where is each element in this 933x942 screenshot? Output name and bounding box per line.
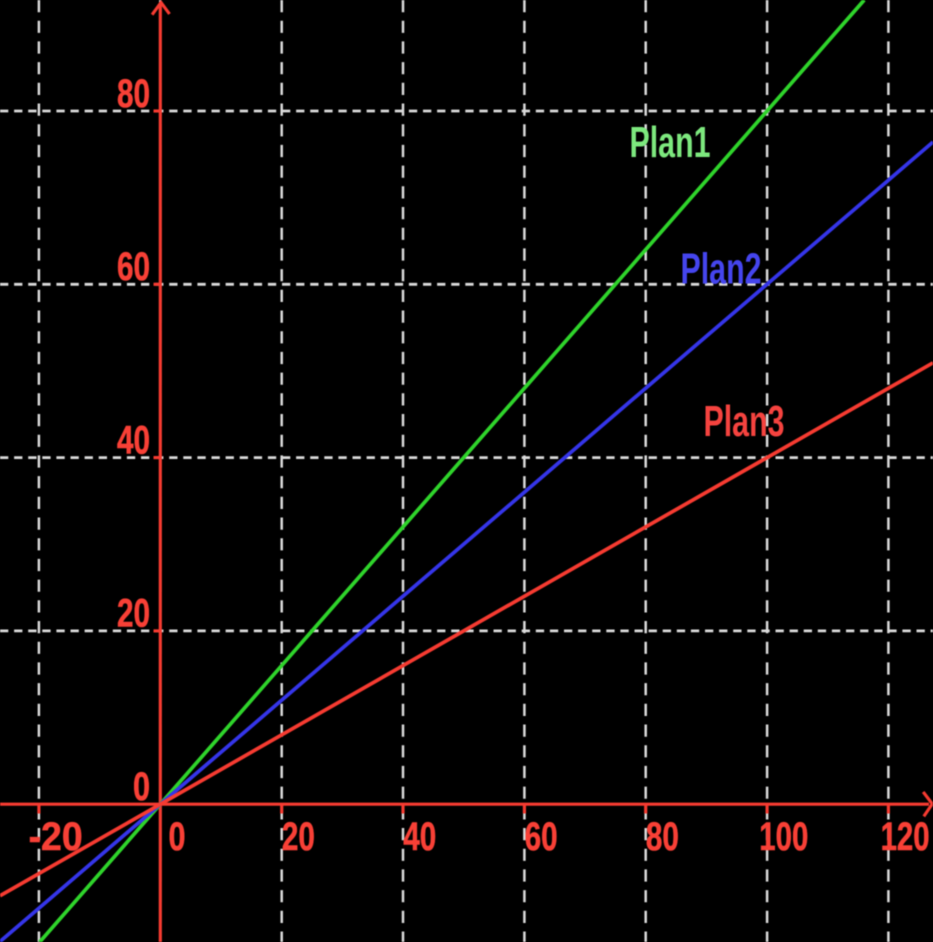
svg-text:0: 0 bbox=[133, 765, 150, 809]
svg-text:40: 40 bbox=[117, 418, 150, 462]
svg-text:60: 60 bbox=[117, 245, 150, 289]
svg-text:80: 80 bbox=[117, 72, 150, 116]
svg-text:20: 20 bbox=[117, 592, 150, 636]
svg-text:80: 80 bbox=[646, 815, 679, 859]
svg-text:0: 0 bbox=[169, 815, 186, 859]
svg-text:-20: -20 bbox=[29, 815, 83, 859]
svg-text:40: 40 bbox=[403, 815, 436, 859]
svg-text:20: 20 bbox=[282, 815, 315, 859]
svg-text:60: 60 bbox=[525, 815, 558, 859]
svg-text:100: 100 bbox=[759, 815, 808, 859]
svg-text:Plan2: Plan2 bbox=[681, 246, 762, 294]
svg-text:Plan3: Plan3 bbox=[704, 398, 785, 446]
svg-text:120: 120 bbox=[881, 815, 930, 859]
svg-text:Plan1: Plan1 bbox=[630, 119, 711, 167]
